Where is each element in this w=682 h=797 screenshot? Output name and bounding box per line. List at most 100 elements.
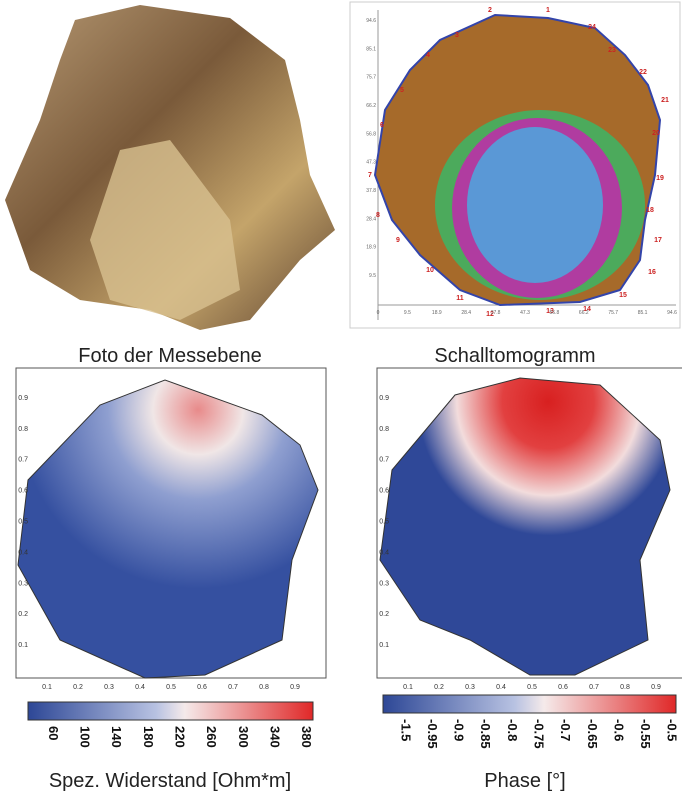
- y-tick-label: 0.4: [18, 549, 28, 556]
- sensor-label: 10: [426, 267, 434, 274]
- sensor-label: 18: [646, 207, 654, 214]
- sensor-label: 16: [648, 269, 656, 276]
- y-tick-label: 0.1: [379, 642, 389, 649]
- phase-colorbar: [382, 694, 677, 714]
- tomogram-caption: Schalltomogramm: [434, 345, 595, 367]
- tomogram-y-tick: 94.6: [366, 18, 376, 24]
- y-tick-label: 0.4: [379, 549, 389, 556]
- colorbar-label: -0.65: [585, 719, 600, 749]
- x-tick-label: 0.5: [166, 684, 176, 691]
- y-tick-label: 0.8: [379, 426, 389, 433]
- x-tick-label: 0.9: [290, 684, 300, 691]
- x-tick-label: 0.3: [465, 684, 475, 691]
- tomogram-y-tick: 66.2: [366, 103, 376, 109]
- y-tick-label: 0.1: [18, 642, 28, 649]
- x-tick-label: 0.2: [73, 684, 83, 691]
- res-map: [17, 379, 319, 679]
- colorbar-label: 180: [141, 726, 156, 748]
- y-tick-label: 0.6: [18, 488, 28, 495]
- sensor-label: 2: [488, 7, 492, 14]
- x-tick-label: 0.1: [403, 684, 413, 691]
- y-tick-label: 0.8: [18, 426, 28, 433]
- tomogram-x-tick: 56.8: [550, 310, 560, 316]
- tomogram-x-tick: 66.2: [579, 310, 589, 316]
- x-tick-label: 0.3: [104, 684, 114, 691]
- sensor-label: 19: [656, 175, 664, 182]
- x-tick-label: 0.4: [135, 684, 145, 691]
- y-tick-label: 0.5: [18, 519, 28, 526]
- tomogram-y-tick: 18.9: [366, 245, 376, 251]
- colorbar-label: -0.9: [452, 719, 467, 741]
- sensor-label: 3: [455, 32, 459, 39]
- colorbar-label: -0.95: [425, 719, 440, 749]
- tomogram-x-tick: 85.1: [638, 310, 648, 316]
- colorbar-label: 300: [236, 726, 251, 748]
- sensor-label: 20: [652, 130, 660, 137]
- tomogram-y-tick: 75.7: [366, 75, 376, 81]
- sensor-label: 12: [486, 311, 494, 318]
- x-tick-label: 0.4: [496, 684, 506, 691]
- x-tick-label: 0.5: [527, 684, 537, 691]
- sensor-label: 9: [396, 237, 400, 244]
- tomogram-x-tick: 28.4: [461, 310, 471, 316]
- sensor-label: 24: [588, 24, 596, 31]
- x-tick-label: 0.1: [42, 684, 52, 691]
- tomogram-zone-blue: [467, 127, 603, 283]
- tomogram-x-tick: 94.6: [667, 310, 677, 316]
- tomogram-y-tick: 56.8: [366, 131, 376, 137]
- sensor-label: 5: [400, 87, 404, 94]
- y-tick-label: 0.7: [18, 457, 28, 464]
- colorbar-label: -0.6: [611, 719, 626, 741]
- phase-caption: Phase [°]: [484, 770, 565, 792]
- tomogram-y-tick: 47.3: [366, 160, 376, 166]
- colorbar-label: -0.7: [558, 719, 573, 741]
- x-tick-label: 0.6: [558, 684, 568, 691]
- sensor-label: 7: [368, 172, 372, 179]
- colorbar-label: -0.5: [665, 719, 680, 741]
- colorbar-label: 100: [78, 726, 93, 748]
- x-tick-label: 0.7: [589, 684, 599, 691]
- colorbar-label: -0.55: [638, 719, 653, 749]
- sensor-label: 8: [376, 212, 380, 219]
- colorbar-label: -1.5: [398, 719, 413, 741]
- colorbar-label: 260: [204, 726, 219, 748]
- sensor-label: 13: [546, 308, 554, 315]
- x-tick-label: 0.6: [197, 684, 207, 691]
- res-caption: Spez. Widerstand [Ohm*m]: [49, 770, 291, 792]
- tomogram-x-tick: 18.9: [432, 310, 442, 316]
- colorbar-label: -0.8: [505, 719, 520, 741]
- sensor-label: 1: [546, 7, 550, 14]
- tomogram-y-tick: 28.4: [366, 216, 376, 222]
- colorbar-label: 220: [173, 726, 188, 748]
- sensor-label: 11: [456, 295, 464, 302]
- colorbar-label: -0.85: [478, 719, 493, 749]
- tomogram-x-tick: 37.8: [491, 310, 501, 316]
- sensor-label: 23: [608, 47, 616, 54]
- sensor-label: 14: [583, 306, 591, 313]
- photo-caption: Foto der Messebene: [78, 345, 261, 367]
- x-tick-label: 0.8: [259, 684, 269, 691]
- y-tick-label: 0.3: [18, 580, 28, 587]
- sensor-label: 22: [639, 69, 647, 76]
- x-tick-label: 0.2: [434, 684, 444, 691]
- sensor-label: 4: [426, 52, 430, 59]
- y-tick-label: 0.3: [379, 580, 389, 587]
- tomogram-x-tick: 0: [377, 310, 380, 316]
- tomogram-y-tick: 85.1: [366, 46, 376, 52]
- y-tick-label: 0.9: [18, 395, 28, 402]
- colorbar-label: 140: [109, 726, 124, 748]
- y-tick-label: 0.2: [18, 611, 28, 618]
- x-tick-label: 0.9: [651, 684, 661, 691]
- wood-rot: [90, 140, 240, 320]
- sensor-label: 21: [661, 97, 669, 104]
- tomogram-y-tick: 9.5: [369, 273, 376, 279]
- y-tick-label: 0.2: [379, 611, 389, 618]
- y-tick-label: 0.5: [379, 519, 389, 526]
- res-colorbar: [27, 701, 314, 721]
- sensor-label: 6: [380, 122, 384, 129]
- x-tick-label: 0.7: [228, 684, 238, 691]
- colorbar-label: 340: [268, 726, 283, 748]
- phase-map: [379, 377, 671, 676]
- sensor-label: 17: [654, 237, 662, 244]
